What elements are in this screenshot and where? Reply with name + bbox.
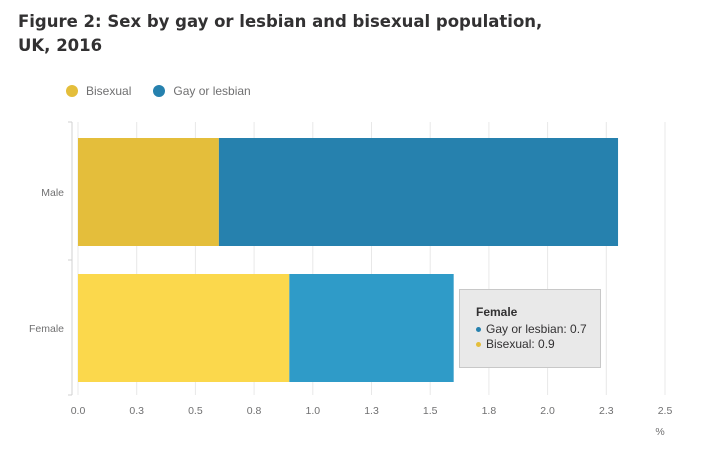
tooltip: Female Gay or lesbian: 0.7 Bisexual: 0.9 (459, 289, 601, 368)
legend-item-bisexual[interactable]: Bisexual (66, 84, 131, 98)
x-tick-label: 0.3 (129, 405, 144, 417)
tooltip-row-bisexual: Bisexual: 0.9 (476, 337, 600, 352)
x-tick-label: 1.5 (423, 405, 438, 417)
x-tick-label: 2.3 (599, 405, 614, 417)
category-label: Female (29, 323, 64, 335)
x-tick-label: 0.5 (188, 405, 203, 417)
legend-label-bisexual: Bisexual (86, 84, 132, 98)
x-tick-label: 1.8 (482, 405, 497, 417)
bar-segment (78, 274, 290, 382)
category-labels: Male Female (29, 187, 64, 335)
chart-legend: Bisexual Gay or lesbian (66, 84, 273, 98)
category-label: Male (41, 187, 64, 199)
tooltip-label-gay-or-lesbian: Gay or lesbian: 0.7 (486, 322, 587, 336)
tooltip-dot-gay-or-lesbian (476, 327, 481, 332)
legend-swatch-bisexual (66, 85, 78, 97)
category-axis (68, 121, 73, 396)
x-tick-labels: 0.0 0.3 0.5 0.8 1.0 1.3 1.5 1.8 2.0 2.3 2.5 (71, 405, 673, 417)
x-tick-label: 1.3 (364, 405, 379, 417)
legend-label-gay-or-lesbian: Gay or lesbian (173, 84, 251, 98)
bar-segment (289, 274, 454, 382)
x-tick-label: 2.0 (540, 405, 555, 417)
x-unit-label: % (655, 426, 664, 438)
tooltip-title: Female (476, 305, 518, 319)
chart-title: Figure 2: Sex by gay or lesbian and bise… (18, 12, 543, 55)
tooltip-row-gay-or-lesbian: Gay or lesbian: 0.7 (476, 322, 600, 337)
x-tick-label: 0.8 (247, 405, 262, 417)
bar-segment (78, 138, 219, 246)
tooltip-label-bisexual: Bisexual: 0.9 (486, 337, 555, 351)
bars (78, 138, 619, 382)
legend-swatch-gay-or-lesbian (153, 85, 166, 97)
x-tick-label: 2.5 (658, 405, 673, 417)
legend-item-gay-or-lesbian[interactable]: Gay or lesbian (153, 84, 251, 98)
tooltip-dot-bisexual (476, 342, 481, 347)
bar-segment (218, 138, 619, 246)
x-tick-label: 0.0 (71, 405, 86, 417)
x-tick-label: 1.0 (305, 405, 320, 417)
